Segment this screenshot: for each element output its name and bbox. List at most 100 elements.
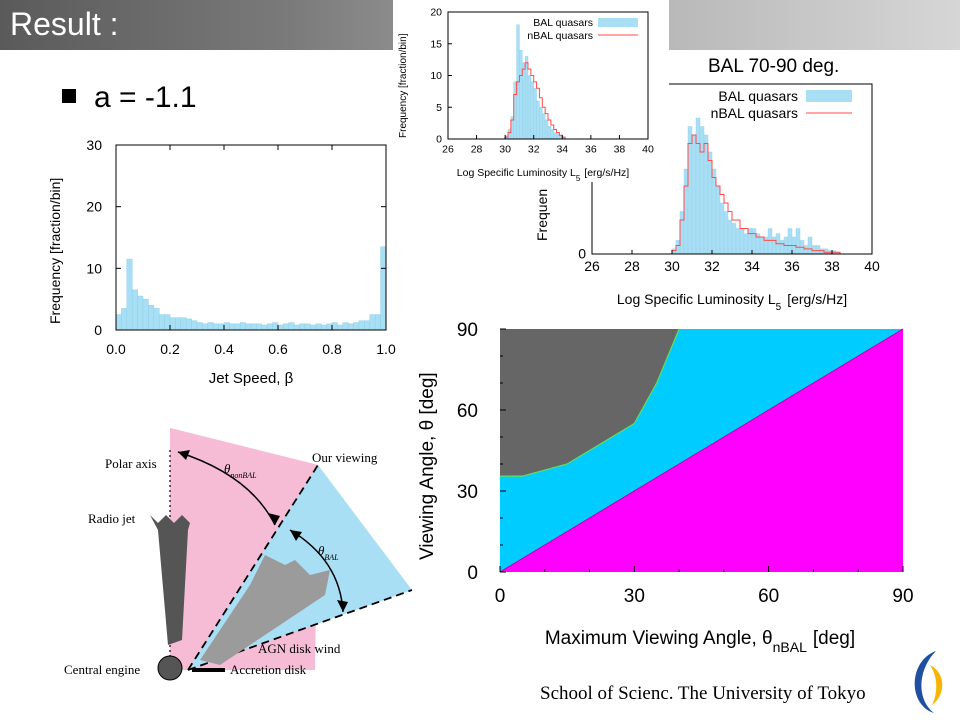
lum-large-legend-bal: BAL quasars (718, 88, 798, 104)
nbal-step-line (504, 62, 566, 139)
jet-ytick-label: 0 (94, 322, 102, 338)
bal-bar (759, 236, 765, 255)
logo-blue-swoosh (914, 651, 936, 713)
jet-bar (153, 308, 160, 331)
bal-bar (811, 245, 817, 255)
bal-bar (536, 100, 540, 140)
lum-xtick-label: 26 (584, 258, 600, 274)
lum-ytick-label: 0 (578, 246, 586, 262)
viewing-angle-map: 0 30 60 90 0 30 60 90 Viewing Angle, θ [deg] Ma… (417, 320, 914, 655)
jet-bar (207, 322, 214, 331)
jet-bar (185, 318, 192, 331)
bal-bar (671, 248, 677, 255)
map-xlabel: Maximum Viewing Angle, θnBAL [deg] (545, 628, 855, 655)
lum-xtick-label: 30 (664, 258, 680, 274)
bal-bar (550, 129, 554, 140)
jet-bar (304, 323, 311, 331)
label-our-viewing: Our viewing (312, 450, 378, 465)
jet-bar (229, 323, 236, 331)
bal-bar (815, 245, 821, 255)
lum-xtick-label: 38 (614, 144, 626, 156)
map-xtick-label: 90 (892, 586, 913, 607)
bal-bar (707, 151, 713, 255)
jet-bar (310, 324, 317, 331)
jet-bar (347, 323, 354, 331)
jet-xtick-label: 0.0 (106, 341, 126, 357)
label-theta-bal: θBAL (318, 543, 339, 562)
bal-angle-label: BAL 70-90 deg. (708, 56, 840, 77)
bal-bar (787, 228, 793, 255)
lum-xtick-label: 38 (824, 258, 840, 274)
jet-bar (218, 323, 225, 331)
lum-small-legend-nbal: nBAL quasars (527, 30, 593, 42)
jet-bar (158, 314, 165, 331)
viewing-line (187, 464, 319, 671)
jet-bar (121, 308, 128, 331)
jet-ytick-label: 10 (86, 260, 102, 276)
agn-wind-shape (200, 555, 330, 665)
map-xtick-label: 30 (624, 586, 645, 607)
bal-bar (743, 233, 749, 255)
lum-small-legend: BAL quasars nBAL quasars (527, 17, 638, 42)
bal-bar (683, 168, 689, 255)
jet-ylabel: Frequency [fraction/bin] (47, 178, 63, 324)
jet-bar (353, 322, 360, 331)
jet-bar (191, 320, 198, 331)
bal-bar (739, 228, 745, 255)
bal-bar (731, 223, 737, 255)
jet-bar (256, 323, 263, 331)
jet-bar (261, 324, 268, 331)
lum-large-legend-bal-swatch (806, 90, 852, 102)
jet-frame (115, 144, 387, 331)
jet-bar (169, 317, 176, 331)
jet-bar (266, 323, 273, 331)
lum-large-ylabel: Frequen (534, 189, 550, 241)
diagonal-boundary-line (499, 328, 904, 573)
jet-bar (212, 323, 219, 331)
jet-xtick-label: 0.2 (160, 341, 180, 357)
jet-bar (142, 298, 149, 331)
map-ytick-label: 0 (467, 563, 478, 584)
bal-bar (763, 236, 769, 255)
jet-bar (293, 324, 300, 331)
lum-ytick-label: 10 (430, 70, 442, 82)
central-engine-circle (157, 655, 183, 681)
bal-bar (553, 132, 557, 140)
jet-bar (299, 323, 306, 331)
bal-bar (779, 240, 785, 255)
bal-bar (695, 117, 701, 255)
jet-bar (175, 317, 182, 331)
jet-bar (164, 314, 171, 331)
bal-bar (547, 126, 552, 140)
bal-bar (675, 240, 681, 255)
map-ylabel: Viewing Angle, θ [deg] (417, 372, 438, 560)
lum-ytick-label: 5 (436, 102, 442, 114)
label-polar-axis: Polar axis (105, 456, 157, 471)
lum-small-legend-bal: BAL quasars (533, 17, 593, 29)
lum-xtick-label: 36 (784, 258, 800, 274)
bal-bar (699, 126, 705, 255)
jet-bar (364, 320, 371, 331)
jet-bar (245, 323, 252, 331)
jet-bar (202, 323, 209, 331)
lum-small-ylabel: Frequency [fraction/bin] (398, 33, 409, 138)
lum-xtick-label: 26 (442, 144, 454, 156)
jet-bar (137, 295, 144, 331)
jet-xtick-label: 1.0 (376, 341, 396, 357)
lum-xtick-label: 30 (499, 144, 511, 156)
jet-bar (272, 322, 279, 331)
bal-bar (795, 228, 801, 255)
label-theta-nonbal: θnonBAL (224, 461, 257, 480)
bal-bar (771, 236, 777, 255)
lum-xtick-label: 36 (585, 144, 597, 156)
bal-bar (767, 228, 773, 255)
jet-bar (320, 324, 327, 331)
bal-bar (747, 228, 753, 255)
lum-xtick-label: 28 (471, 144, 483, 156)
lum-xtick-label: 32 (528, 144, 540, 156)
jet-bar (337, 324, 344, 331)
jet-bar (326, 323, 333, 331)
label-accretion-disk: Accretion disk (230, 662, 307, 677)
bal-bar (735, 228, 741, 255)
lum-xtick-label: 34 (556, 144, 568, 156)
